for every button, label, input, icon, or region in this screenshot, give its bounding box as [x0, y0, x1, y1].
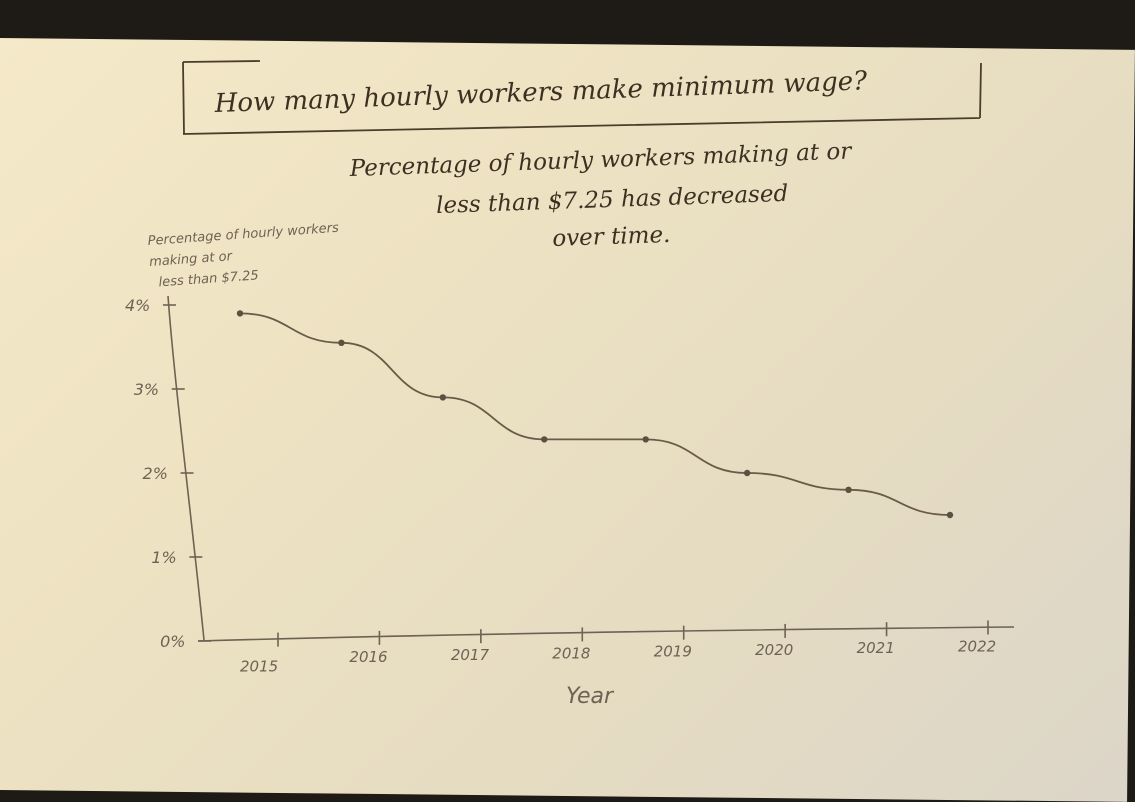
data-point — [236, 310, 244, 317]
y-tick-label: 4% — [125, 296, 150, 315]
y-axis-label-line-1: Percentage of hourly workers — [147, 221, 339, 249]
chart-title: How many hourly workers make minimum wag… — [213, 66, 868, 119]
y-axis-label-line-3: less than $7.25 — [158, 268, 259, 290]
subtitle-line-3: over time. — [552, 222, 671, 252]
x-tick-label: 2019 — [654, 643, 692, 661]
series-layer — [236, 310, 954, 519]
series-line — [239, 312, 951, 516]
title-box — [182, 60, 982, 135]
subtitle-line-1: Percentage of hourly workers making at o… — [348, 138, 853, 182]
y-tick-label: 3% — [134, 380, 159, 399]
paper-top-shadow — [0, 34, 1135, 42]
data-point — [338, 339, 345, 346]
x-axis-ticks: 2015 2016 2017 2018 2019 2020 2021 2022 — [240, 620, 996, 676]
y-axis-line — [167, 295, 205, 641]
y-tick-label: 1% — [151, 548, 176, 567]
x-tick-label: 2017 — [451, 646, 490, 664]
data-point — [946, 511, 954, 519]
y-axis-ticks: 0% 1% 2% 3% 4% — [125, 296, 212, 651]
data-point — [642, 436, 649, 443]
data-point — [541, 436, 548, 443]
data-point — [439, 394, 447, 401]
x-tick-label: 2015 — [240, 658, 278, 676]
y-axis-label: Percentage of hourly workers making at o… — [147, 220, 346, 291]
data-point — [743, 469, 751, 477]
x-tick-label: 2018 — [552, 644, 590, 662]
x-axis-label: Year — [566, 684, 615, 709]
y-tick-label: 2% — [143, 464, 168, 483]
x-tick-label: 2022 — [958, 637, 996, 655]
chart-subtitle: Percentage of hourly workers making at o… — [348, 138, 861, 259]
y-tick-label: 0% — [160, 632, 185, 651]
x-tick-label: 2020 — [755, 641, 793, 659]
x-tick-label: 2016 — [349, 648, 387, 666]
subtitle-line-2: less than $7.25 has decreased — [436, 181, 789, 219]
y-axis-label-line-2: making at or — [149, 249, 234, 270]
x-tick-label: 2021 — [857, 639, 895, 657]
data-point — [845, 486, 852, 493]
